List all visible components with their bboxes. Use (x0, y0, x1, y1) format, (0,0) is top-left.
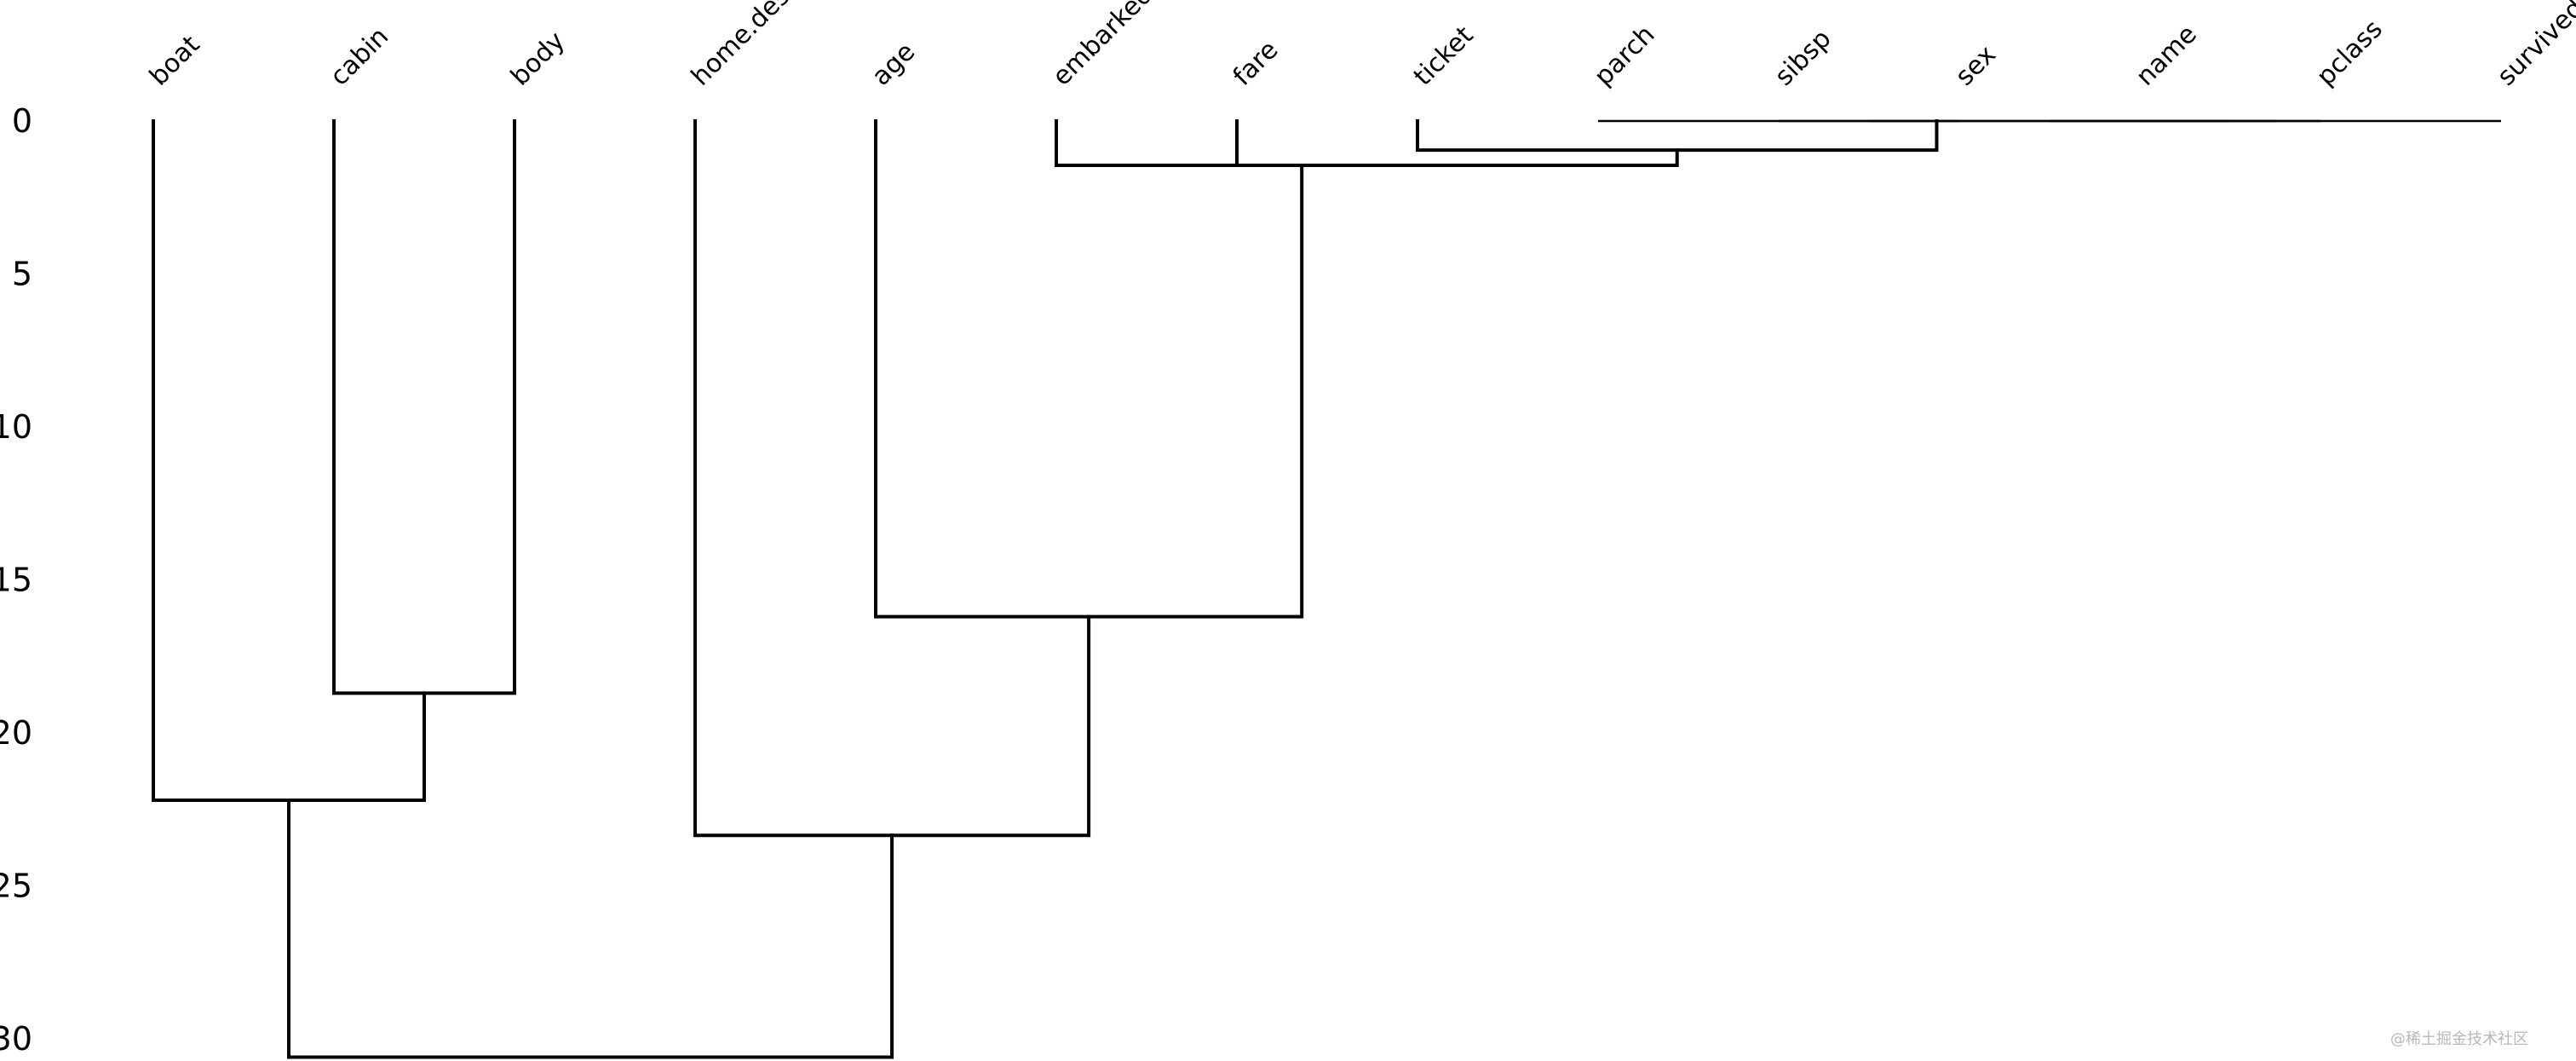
y-tick-label-15: 15 (0, 562, 32, 599)
leaf-label-home-dest: home.dest (686, 0, 803, 92)
leaf-label-name: name (2130, 20, 2203, 92)
leaf-label-pclass: pclass (2311, 14, 2389, 92)
dendrogram-link-12 (287, 798, 894, 1059)
dendrogram-link-6 (1055, 119, 1679, 168)
watermark-text: @稀土掘金技术社区 (2390, 1030, 2528, 1048)
leaf-label-parch: parch (1589, 20, 1661, 92)
dendrogram-links (152, 119, 2501, 1059)
dendrogram-link-9 (332, 119, 516, 695)
y-tick-label-20: 20 (0, 714, 32, 752)
leaf-label-sibsp: sibsp (1769, 24, 1837, 92)
leaf-label-sex: sex (1950, 40, 2002, 92)
y-tick-label-25: 25 (0, 868, 32, 905)
y-tick-label-5: 5 (12, 256, 32, 293)
y-tick-label-30: 30 (0, 1020, 32, 1058)
dendrogram-link-7 (1235, 119, 1369, 168)
leaf-label-embarked: embarked (1047, 0, 1159, 92)
leaf-label-survived: survived (2492, 0, 2576, 92)
leaf-label-body: body (505, 26, 571, 91)
leaf-labels: boat cabin body home.dest age embarked fare tic… (144, 0, 2576, 92)
leaf-label-cabin: cabin (325, 21, 394, 91)
dendrogram-link-8 (874, 119, 1304, 619)
leaf-label-boat: boat (144, 30, 206, 92)
y-axis-ticks: 0 5 10 15 20 25 30 (0, 102, 32, 1058)
dendrogram-link-11 (693, 119, 1091, 838)
dendrogram-link-10 (152, 119, 426, 802)
leaf-label-age: age (866, 37, 921, 91)
leaf-label-ticket: ticket (1408, 20, 1480, 92)
y-tick-label-10: 10 (0, 408, 32, 446)
y-tick-label-0: 0 (12, 102, 32, 140)
dendrogram-link-5 (1416, 119, 1939, 153)
leaf-label-fare: fare (1228, 35, 1285, 92)
